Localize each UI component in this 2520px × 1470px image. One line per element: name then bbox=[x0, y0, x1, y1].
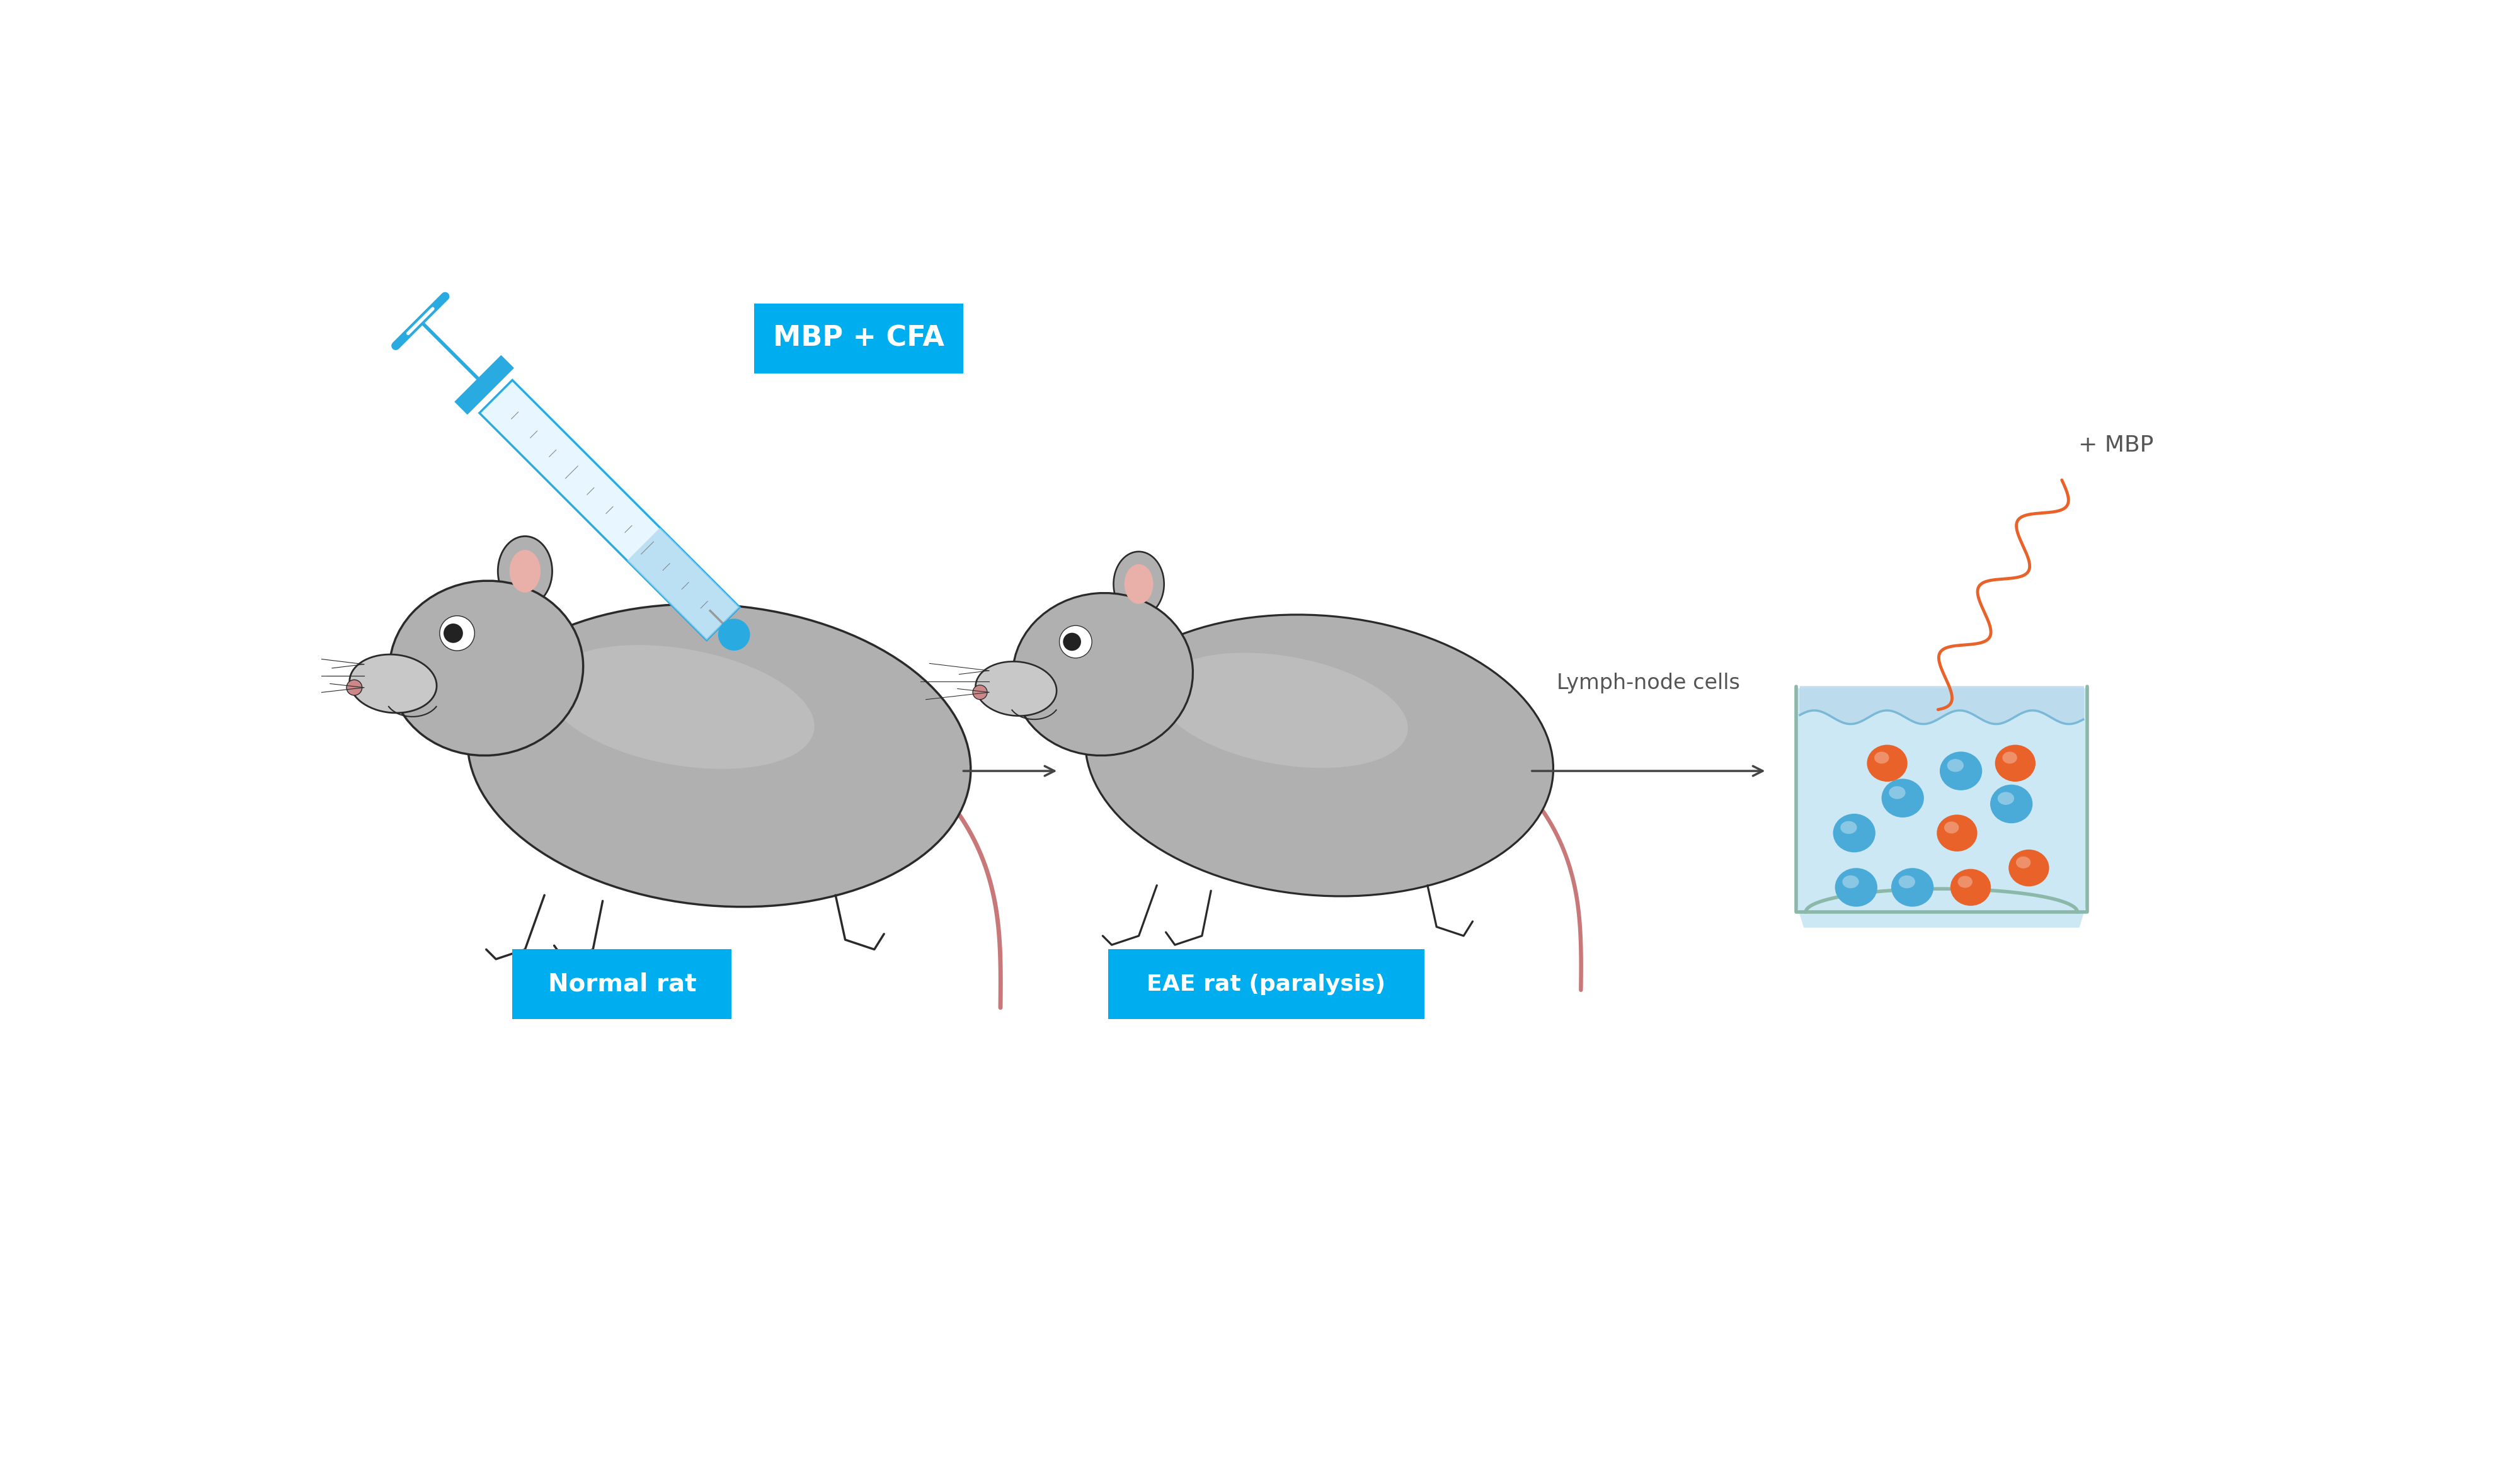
Ellipse shape bbox=[466, 604, 970, 907]
Ellipse shape bbox=[1948, 759, 1963, 772]
Polygon shape bbox=[1797, 688, 2087, 928]
Ellipse shape bbox=[1086, 614, 1552, 897]
Ellipse shape bbox=[1950, 869, 1991, 906]
FancyBboxPatch shape bbox=[512, 950, 731, 1019]
Polygon shape bbox=[456, 356, 514, 415]
Ellipse shape bbox=[350, 654, 436, 713]
Ellipse shape bbox=[1835, 867, 1877, 907]
Circle shape bbox=[438, 616, 474, 651]
Text: EAE rat (paralysis): EAE rat (paralysis) bbox=[1147, 973, 1386, 995]
Polygon shape bbox=[627, 528, 738, 639]
Ellipse shape bbox=[1898, 875, 1915, 888]
Ellipse shape bbox=[388, 581, 582, 756]
Ellipse shape bbox=[499, 537, 552, 606]
Ellipse shape bbox=[1159, 653, 1409, 767]
Ellipse shape bbox=[1943, 822, 1958, 833]
Text: Lymph-node cells: Lymph-node cells bbox=[1557, 673, 1741, 694]
Ellipse shape bbox=[2003, 751, 2016, 763]
Ellipse shape bbox=[1996, 745, 2036, 782]
Text: MBP + CFA: MBP + CFA bbox=[774, 325, 945, 351]
Text: Normal rat: Normal rat bbox=[547, 972, 696, 997]
Circle shape bbox=[348, 679, 363, 695]
Ellipse shape bbox=[1938, 814, 1978, 851]
Ellipse shape bbox=[1842, 875, 1860, 888]
Ellipse shape bbox=[1882, 779, 1923, 817]
Ellipse shape bbox=[1890, 786, 1905, 800]
Ellipse shape bbox=[1013, 592, 1192, 756]
FancyBboxPatch shape bbox=[753, 303, 963, 373]
Ellipse shape bbox=[1998, 792, 2013, 806]
Ellipse shape bbox=[547, 645, 814, 769]
Circle shape bbox=[973, 685, 988, 700]
Ellipse shape bbox=[718, 619, 748, 650]
Ellipse shape bbox=[975, 662, 1056, 716]
Ellipse shape bbox=[1958, 876, 1973, 888]
Circle shape bbox=[444, 623, 464, 642]
Ellipse shape bbox=[1890, 867, 1933, 907]
Ellipse shape bbox=[2008, 850, 2049, 886]
Ellipse shape bbox=[1940, 751, 1983, 791]
Ellipse shape bbox=[1867, 745, 1908, 782]
Ellipse shape bbox=[509, 550, 542, 592]
Ellipse shape bbox=[1875, 751, 1890, 763]
Circle shape bbox=[1063, 632, 1081, 651]
Ellipse shape bbox=[1840, 822, 1857, 833]
Ellipse shape bbox=[1114, 551, 1164, 616]
Ellipse shape bbox=[1991, 785, 2034, 823]
Text: + MBP: + MBP bbox=[2079, 434, 2155, 456]
Ellipse shape bbox=[1832, 814, 1875, 853]
FancyBboxPatch shape bbox=[1109, 950, 1424, 1019]
Ellipse shape bbox=[2016, 857, 2031, 869]
Circle shape bbox=[1058, 626, 1091, 659]
Polygon shape bbox=[479, 381, 738, 639]
Ellipse shape bbox=[1124, 564, 1154, 604]
